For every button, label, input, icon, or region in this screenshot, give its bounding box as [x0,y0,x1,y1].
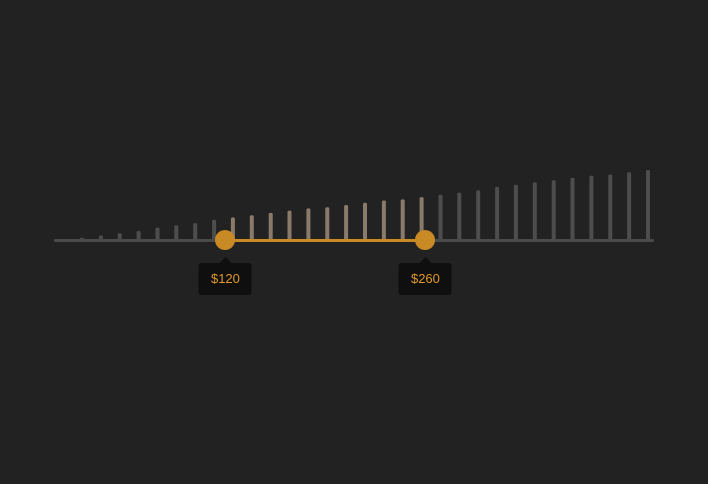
histogram-bar [287,210,292,240]
histogram-bar [174,225,179,240]
histogram-bar [532,182,537,240]
histogram-bar [438,194,443,240]
histogram-bar [117,233,122,240]
histogram-bar [589,175,594,240]
histogram-bar [193,223,198,240]
histogram-bar [212,219,217,240]
max-price-tooltip: $260 [398,257,452,295]
histogram-bar [325,207,330,240]
histogram-bar [268,212,273,240]
histogram-bar [400,199,405,240]
histogram-bar [98,235,103,240]
histogram-bar [551,180,556,240]
min-price-tooltip: $120 [198,257,252,295]
histogram-bar [344,205,349,240]
histogram-bar [570,177,575,240]
histogram-bar [513,184,518,240]
histogram-bar [476,190,481,240]
histogram-bar [495,186,500,240]
histogram-bar [381,200,386,240]
histogram-bar [136,231,141,240]
histogram-bar [249,215,254,240]
histogram-bar [608,174,613,240]
histogram-bar [419,197,424,240]
min-price-handle[interactable] [215,230,236,250]
histogram-bar [155,227,160,240]
histogram-bar [646,170,650,240]
histogram-bar [306,208,311,240]
histogram-bar [363,202,367,240]
slider-selected-range [225,239,426,242]
histogram-bar [627,172,632,240]
max-price-handle[interactable] [415,230,436,250]
histogram-bar [457,192,462,240]
